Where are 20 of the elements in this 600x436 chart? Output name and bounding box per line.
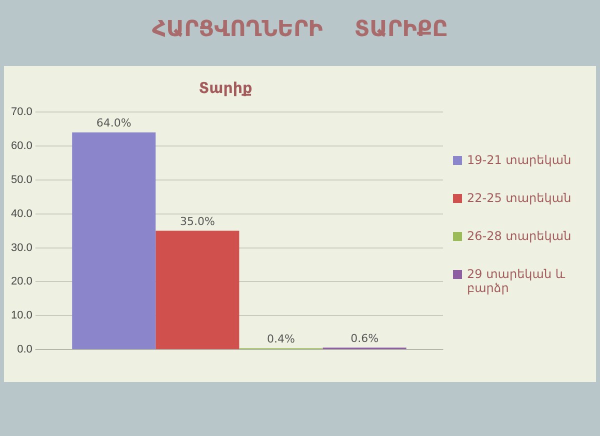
bar [72, 132, 156, 350]
data-label: 64.0% [96, 116, 132, 130]
y-tick-label: 70.0 [10, 106, 32, 118]
legend-label: 29 տարեկան և բարձր [467, 267, 566, 295]
data-label: 35.0% [180, 215, 215, 228]
chart-subtitle: Տարիք [198, 78, 253, 97]
legend-label: 26-28 տարեկան [467, 229, 572, 243]
y-tick-label: 50.0 [10, 174, 32, 186]
data-label: 0.6% [350, 332, 379, 345]
chart-title: ՀԱՐՑՎՈՂՆԵՐԻ ՏԱՐԻՔԸ [150, 16, 450, 44]
bar [156, 230, 240, 350]
y-tick-label: 10.0 [10, 310, 32, 322]
y-tick-label: 40.0 [10, 208, 32, 220]
legend-label: 22-25 տարեկան [467, 191, 572, 205]
data-label: 0.4% [267, 332, 295, 346]
y-tick-label: 0.0 [17, 344, 32, 356]
y-tick-label: 20.0 [10, 276, 32, 288]
y-tick-label: 30.0 [10, 242, 32, 254]
legend-label: 19-21 տարեկան [467, 153, 572, 167]
y-tick-label: 60.0 [10, 140, 32, 152]
